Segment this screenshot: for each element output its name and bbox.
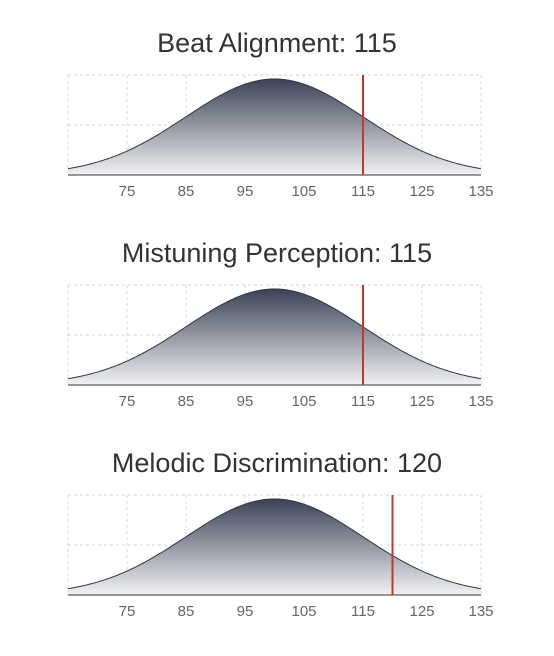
x-tick-label: 95	[237, 393, 254, 410]
distribution-curve	[67, 498, 482, 590]
chart-title: Mistuning Perception: 115	[121, 238, 433, 268]
chart-panel-melodic-discrimination: Melodic Discrimination: 120 75 85 95 105 115…	[0, 446, 554, 656]
x-tick-label: 75	[119, 393, 136, 410]
x-tick-label: 125	[409, 183, 434, 200]
x-tick-label: 125	[409, 603, 434, 620]
chart-svg: 75 85 95 105 115 125 135	[67, 74, 494, 200]
x-tick-label: 115	[351, 603, 375, 620]
distribution-area	[68, 289, 481, 385]
x-tick-label: 95	[237, 183, 254, 200]
distribution-curve	[67, 288, 482, 380]
x-tick-label: 125	[409, 393, 434, 410]
distribution-area	[68, 499, 481, 595]
x-tick-label: 135	[468, 183, 493, 200]
x-tick-label: 135	[468, 393, 493, 410]
x-tick-label: 115	[351, 393, 375, 410]
x-tick-label: 105	[291, 393, 316, 410]
distribution-area	[68, 79, 481, 175]
x-tick-label: 135	[468, 603, 493, 620]
x-tick-label: 75	[119, 183, 136, 200]
x-tick-label: 95	[237, 603, 254, 620]
chart-title: Melodic Discrimination: 120	[111, 448, 443, 478]
x-tick-label: 75	[119, 603, 136, 620]
chart-svg: 75 85 95 105 115 125 135	[67, 494, 494, 620]
distribution-curve	[67, 78, 482, 170]
x-tick-label: 105	[291, 603, 316, 620]
chart-panel-beat-alignment: Beat Alignment: 115 75 85 95 105 115 125 135	[0, 26, 554, 236]
x-tick-label: 85	[178, 603, 195, 620]
chart-title: Beat Alignment: 115	[157, 28, 397, 58]
chart-panel-mistuning-perception: Mistuning Perception: 115 75 85 95 105 115 12…	[0, 236, 554, 446]
x-tick-label: 115	[351, 183, 375, 200]
x-tick-label: 85	[178, 183, 195, 200]
x-tick-label: 105	[291, 183, 316, 200]
chart-svg: 75 85 95 105 115 125 135	[67, 284, 494, 410]
x-tick-label: 85	[178, 393, 195, 410]
